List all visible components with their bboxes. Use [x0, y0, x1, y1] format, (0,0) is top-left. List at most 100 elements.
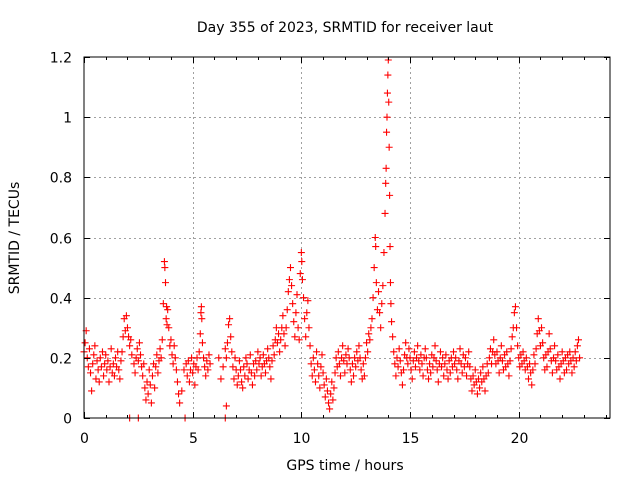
data-point: [228, 348, 236, 356]
data-point: [368, 315, 376, 323]
data-point: [180, 366, 188, 374]
data-point: [511, 303, 519, 311]
data-point: [160, 258, 168, 266]
data-point: [450, 348, 458, 356]
data-point: [251, 372, 259, 380]
y-tick-label: 1.2: [50, 51, 72, 67]
x-tick-label: 10: [293, 431, 311, 447]
data-point: [339, 342, 347, 350]
data-point: [372, 279, 380, 287]
plot-frame: [83, 56, 611, 419]
data-point: [444, 375, 452, 383]
data-point: [300, 294, 308, 302]
data-point: [421, 345, 429, 353]
data-point: [410, 348, 418, 356]
data-point: [439, 354, 447, 362]
x-tick-label: 0: [80, 431, 89, 447]
data-point: [340, 357, 348, 365]
data-point: [133, 345, 141, 353]
data-point: [415, 357, 423, 365]
data-point: [479, 363, 487, 371]
data-point: [371, 234, 379, 241]
data-point: [452, 354, 460, 362]
data-point: [558, 348, 566, 356]
data-point: [291, 333, 299, 341]
data-point: [265, 354, 273, 362]
data-point: [197, 303, 205, 311]
data-point: [458, 369, 466, 377]
data-point: [269, 342, 277, 350]
y-tick-label: 0.8: [50, 171, 72, 187]
data-point: [386, 191, 394, 199]
data-point: [383, 128, 391, 136]
points-layer: [80, 56, 584, 422]
data-point: [264, 345, 272, 353]
data-point: [103, 366, 111, 374]
data-point: [305, 324, 313, 332]
data-point: [167, 336, 175, 344]
data-point: [329, 396, 337, 404]
data-point: [290, 318, 298, 326]
data-point: [497, 342, 505, 350]
data-point: [148, 372, 156, 380]
y-tick-label: 0.6: [50, 232, 72, 248]
data-point: [261, 369, 269, 377]
data-point: [267, 375, 275, 383]
y-tick-label: 0.2: [50, 352, 72, 368]
data-point: [416, 366, 424, 374]
data-point: [334, 348, 342, 356]
data-point: [219, 363, 227, 371]
data-point: [572, 357, 580, 365]
data-point: [116, 375, 124, 383]
data-point: [89, 360, 97, 368]
data-point: [197, 309, 205, 317]
data-point: [503, 348, 511, 356]
data-point: [301, 315, 309, 323]
data-point: [524, 375, 532, 383]
data-point: [92, 375, 100, 383]
data-point: [109, 360, 117, 368]
data-point: [431, 342, 439, 350]
data-point: [243, 360, 251, 368]
data-point: [386, 243, 394, 251]
data-point: [506, 357, 514, 365]
data-point: [375, 288, 383, 296]
data-point: [379, 282, 387, 290]
data-point: [307, 360, 315, 368]
data-point: [229, 363, 237, 371]
data-point: [456, 345, 464, 353]
data-point: [336, 372, 344, 380]
data-point: [432, 357, 440, 365]
data-point: [355, 342, 363, 350]
data-point: [481, 387, 489, 395]
data-point: [422, 354, 430, 362]
y-axis-label: SRMTID / TECUs: [7, 182, 23, 295]
data-point: [234, 372, 242, 380]
data-point: [387, 300, 395, 308]
data-point: [405, 345, 413, 353]
data-point: [568, 369, 576, 377]
data-point: [473, 390, 481, 398]
data-point: [538, 324, 546, 332]
data-point: [91, 342, 99, 350]
data-point: [161, 264, 169, 272]
data-point: [170, 342, 178, 350]
data-point: [147, 399, 155, 407]
data-point: [259, 351, 267, 359]
data-point: [202, 372, 210, 380]
data-point: [383, 113, 391, 121]
data-point: [143, 378, 151, 386]
data-point: [382, 164, 390, 172]
data-point: [388, 318, 396, 326]
data-point: [87, 369, 95, 377]
data-point: [198, 315, 206, 323]
data-point: [531, 360, 539, 368]
data-point: [370, 264, 378, 272]
data-point: [477, 369, 485, 377]
data-point: [178, 387, 186, 395]
data-point: [438, 363, 446, 371]
data-point: [163, 321, 171, 329]
data-point: [279, 312, 287, 320]
data-point: [311, 378, 319, 386]
data-point: [236, 366, 244, 374]
